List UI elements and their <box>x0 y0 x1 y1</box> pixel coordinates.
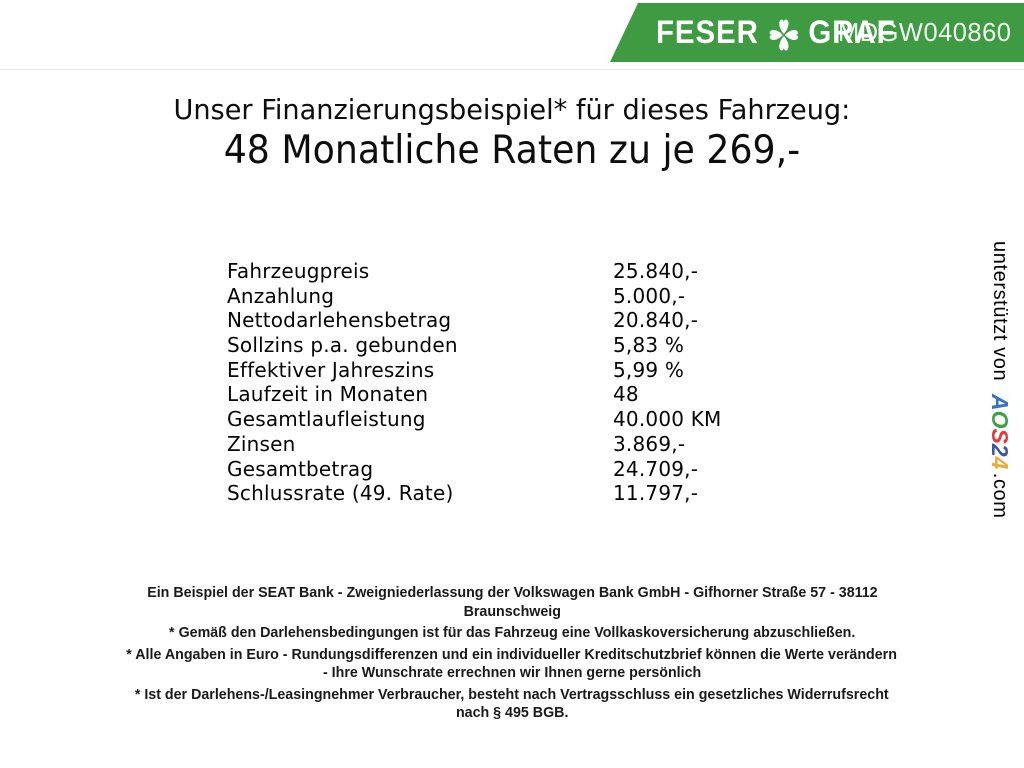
footer-line: * Ist der Darlehens-/Leasingnehmer Verbr… <box>0 686 1024 705</box>
clover-icon <box>767 17 800 53</box>
footer-text: * Alle Angaben in Euro - Rundungsdiffere… <box>126 645 898 663</box>
footer-text: * Ist der Darlehens-/Leasingnehmer Verbr… <box>135 685 889 703</box>
table-row: Nettodarlehensbetrag 20.840,- <box>227 308 722 333</box>
legal-footer: Ein Beispiel der SEAT Bank - Zweignieder… <box>0 584 1024 726</box>
aos24-domain-suffix: .com <box>989 472 1011 519</box>
row-value: 3.869,- <box>613 431 686 456</box>
row-label: Effektiver Jahreszins <box>227 357 435 382</box>
table-row: Gesamtbetrag 24.709,- <box>227 457 722 482</box>
table-row: Sollzins p.a. gebunden 5,83 % <box>227 333 722 358</box>
aos24-letter: 4 <box>987 457 1013 470</box>
supported-by-text: unterstützt von <box>989 241 1011 388</box>
table-row: Anzahlung 5.000,- <box>227 284 722 309</box>
row-value: 5.000,- <box>613 283 686 308</box>
table-row: Gesamtlaufleistung 40.000 KM <box>227 407 722 432</box>
row-value: 48 <box>613 382 639 407</box>
row-value: 20.840,- <box>613 308 699 333</box>
row-label: Anzahlung <box>227 283 335 308</box>
row-label: Schlussrate (49. Rate) <box>227 481 454 506</box>
footer-paragraph-widerruf: * Ist der Darlehens-/Leasingnehmer Verbr… <box>0 686 1024 723</box>
footer-line: * Gemäß den Darlehensbedingungen ist für… <box>0 624 1024 643</box>
table-row: Schlussrate (49. Rate) 11.797,- <box>227 481 722 506</box>
row-label: Sollzins p.a. gebunden <box>227 333 458 358</box>
finance-table: Fahrzeugpreis 25.840,- Anzahlung 5.000,-… <box>227 259 722 506</box>
row-value: 40.000 KM <box>613 407 722 432</box>
vehicle-id: MDGW040860 <box>838 17 1012 47</box>
logo-text-feser: FESER <box>656 14 759 50</box>
footer-paragraph-vollkasko: * Gemäß den Darlehensbedingungen ist für… <box>0 624 1024 643</box>
footer-text: Ein Beispiel der SEAT Bank - Zweignieder… <box>146 584 878 601</box>
aos24-letter: A <box>987 394 1013 411</box>
row-label: Laufzeit in Monaten <box>227 382 429 407</box>
aos24-letter: O <box>987 410 1013 429</box>
footer-paragraph-bank: Ein Beispiel der SEAT Bank - Zweignieder… <box>0 584 1024 621</box>
table-row: Laufzeit in Monaten 48 <box>227 382 722 407</box>
finance-heading: Unser Finanzierungsbeispiel* für dieses … <box>0 92 1024 174</box>
footer-text: nach § 495 BGB. <box>455 704 569 721</box>
row-value: 11.797,- <box>613 481 699 506</box>
footer-paragraph-angaben: * Alle Angaben in Euro - Rundungsdiffere… <box>0 646 1024 683</box>
row-label: Fahrzeugpreis <box>227 259 370 283</box>
footer-line: Braunschweig <box>0 603 1024 622</box>
banner-underline <box>0 69 1024 70</box>
table-row: Fahrzeugpreis 25.840,- <box>227 259 722 284</box>
footer-line: * Alle Angaben in Euro - Rundungsdiffere… <box>0 646 1024 665</box>
footer-line: nach § 495 BGB. <box>0 704 1024 723</box>
aos24-logo: AOS24 <box>987 387 1013 472</box>
table-row: Effektiver Jahreszins 5,99 % <box>227 358 722 383</box>
row-value: 5,99 % <box>613 357 685 382</box>
logo-text-graf: GRAF <box>808 14 896 50</box>
footer-line: - Ihre Wunschrate errechnen wir Ihnen ge… <box>0 664 1024 683</box>
row-value: 25.840,- <box>613 259 699 283</box>
table-row: Zinsen 3.869,- <box>227 432 722 457</box>
footer-text: * Gemäß den Darlehensbedingungen ist für… <box>168 624 856 641</box>
feser-graf-logo: FESER GRAF <box>656 3 896 62</box>
row-label: Gesamtlaufleistung <box>227 407 426 432</box>
heading-line1-wrap: Unser Finanzierungsbeispiel* für dieses … <box>0 92 1024 128</box>
heading-line2: 48 Monatliche Raten zu je 269,- <box>223 128 801 173</box>
heading-line2-wrap: 48 Monatliche Raten zu je 269,- <box>0 128 1024 174</box>
dealer-banner: FESER GRAF MDGW040860 <box>610 3 1024 62</box>
aos24-letter: 2 <box>987 444 1013 457</box>
heading-line1: Unser Finanzierungsbeispiel* für dieses … <box>173 93 851 126</box>
footer-text: Braunschweig <box>463 602 561 620</box>
row-label: Nettodarlehensbetrag <box>227 308 452 333</box>
row-label: Gesamtbetrag <box>227 456 374 481</box>
footer-text: - Ihre Wunschrate errechnen wir Ihnen ge… <box>322 664 702 681</box>
row-value: 5,83 % <box>613 333 685 358</box>
row-value: 24.709,- <box>613 456 699 481</box>
footer-line: Ein Beispiel der SEAT Bank - Zweignieder… <box>0 584 1024 603</box>
supported-by-vertical: unterstützt von AOS24.com <box>986 241 1013 519</box>
aos24-letter: S <box>987 428 1013 445</box>
row-label: Zinsen <box>227 431 296 456</box>
